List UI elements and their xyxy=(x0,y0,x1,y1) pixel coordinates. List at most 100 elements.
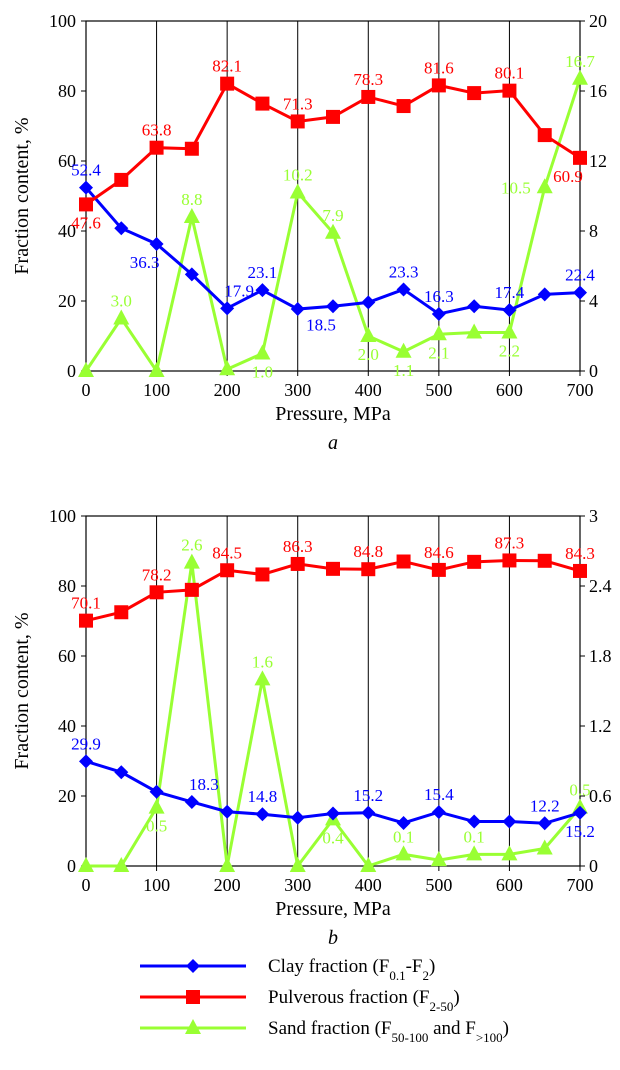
data-point-sand xyxy=(395,845,412,861)
data-label-clay: 15.2 xyxy=(565,822,595,841)
legend-item-clay: Clay fraction (F0.1-F2) xyxy=(140,956,435,983)
data-label-pulverous: 81.6 xyxy=(424,58,454,77)
data-point-sand xyxy=(289,183,306,199)
data-label-clay: 36.3 xyxy=(130,253,160,272)
data-point-clay xyxy=(290,302,305,317)
data-label-clay: 29.9 xyxy=(71,734,101,753)
data-point-sand xyxy=(254,670,271,686)
legend-text-part: Pulverous fraction (F xyxy=(268,987,429,1008)
data-label-sand: 7.9 xyxy=(322,206,343,225)
data-point-pulverous xyxy=(290,556,305,571)
data-label-pulverous: 71.3 xyxy=(283,94,313,113)
data-label-pulverous: 47.6 xyxy=(71,213,101,232)
data-point-clay xyxy=(502,814,517,829)
legend-item-sand: Sand fraction (F50-100 and F>100) xyxy=(140,1018,509,1045)
legend-label-pulverous: Pulverous fraction (F2-50) xyxy=(268,987,460,1014)
data-label-clay: 23.3 xyxy=(389,262,419,281)
legend-text-part: ) xyxy=(503,1018,509,1039)
data-label-sand: 0.1 xyxy=(464,827,485,846)
data-point-sand xyxy=(113,857,130,872)
y-tick-label: 60 xyxy=(58,151,76,171)
panel-label: a xyxy=(328,432,338,454)
data-point-sand xyxy=(360,857,377,872)
x-tick-label: 300 xyxy=(284,380,311,400)
data-label-sand: 0.1 xyxy=(393,827,414,846)
y-tick-label: 20 xyxy=(58,291,76,311)
y-axis-title: Fraction content, % xyxy=(11,612,33,769)
data-point-sand xyxy=(113,309,130,325)
data-point-pulverous xyxy=(537,128,552,143)
y-tick-label: 0 xyxy=(67,361,76,381)
x-tick-label: 0 xyxy=(82,875,91,895)
data-point-clay xyxy=(431,805,446,820)
y2-tick-label: 4 xyxy=(589,291,598,311)
data-label-clay: 23.1 xyxy=(248,263,278,282)
data-point-sand xyxy=(501,323,518,339)
y2-tick-label: 12 xyxy=(589,151,607,171)
legend-text-part: Sand fraction (F xyxy=(268,1018,391,1039)
legend-subscript: >100 xyxy=(476,1030,503,1045)
data-point-sand xyxy=(325,223,341,239)
data-point-pulverous xyxy=(502,83,517,98)
data-point-clay xyxy=(396,815,411,830)
legend-subscript: 50-100 xyxy=(391,1030,428,1045)
data-point-sand xyxy=(148,362,165,377)
data-point-clay xyxy=(467,814,482,829)
data-label-clay: 18.3 xyxy=(189,775,219,794)
y2-tick-label: 2.4 xyxy=(589,576,612,596)
x-axis-title: Pressure, MPa xyxy=(275,898,391,920)
data-point-sand xyxy=(78,362,94,377)
x-tick-label: 200 xyxy=(214,380,241,400)
x-tick-label: 400 xyxy=(355,875,382,895)
data-label-clay: 14.8 xyxy=(248,787,278,806)
x-tick-label: 500 xyxy=(425,380,452,400)
data-point-sand xyxy=(183,553,200,569)
data-label-pulverous: 86.3 xyxy=(283,537,313,556)
plot-frame xyxy=(85,515,581,867)
data-point-clay xyxy=(220,301,235,316)
data-point-pulverous xyxy=(326,561,340,576)
data-label-sand: 1.6 xyxy=(252,652,273,671)
data-point-pulverous xyxy=(220,76,235,91)
x-tick-label: 0 xyxy=(82,380,91,400)
panel-label: b xyxy=(328,927,338,949)
data-point-clay xyxy=(79,754,93,769)
data-point-clay xyxy=(220,804,235,819)
data-point-pulverous xyxy=(79,197,93,212)
legend: Clay fraction (F0.1-F2) Pulverous fractio… xyxy=(140,956,509,1045)
plot-frame xyxy=(85,20,581,372)
data-point-clay xyxy=(467,299,482,314)
data-point-sand xyxy=(466,323,483,339)
data-label-sand: 2.0 xyxy=(358,345,379,364)
data-point-sand xyxy=(395,342,412,358)
data-point-clay xyxy=(114,765,129,780)
x-tick-label: 600 xyxy=(496,875,523,895)
data-point-sand xyxy=(536,839,553,855)
x-tick-label: 700 xyxy=(567,875,594,895)
x-tick-label: 500 xyxy=(425,875,452,895)
data-point-pulverous xyxy=(396,99,411,114)
data-label-clay: 17.9 xyxy=(224,281,254,300)
y2-tick-label: 16 xyxy=(589,81,607,101)
legend-label-clay: Clay fraction (F0.1-F2) xyxy=(268,956,435,983)
data-label-sand: 8.8 xyxy=(181,190,202,209)
data-label-pulverous: 63.8 xyxy=(142,121,172,140)
x-tick-label: 400 xyxy=(355,380,382,400)
legend-marker-clay xyxy=(186,959,200,973)
y2-tick-label: 1.2 xyxy=(589,716,612,736)
y-tick-label: 80 xyxy=(58,576,76,596)
legend-text-part: ) xyxy=(429,956,435,977)
data-label-pulverous: 78.3 xyxy=(353,70,383,89)
y-tick-label: 20 xyxy=(58,786,76,806)
data-point-clay xyxy=(396,282,411,297)
y2-tick-label: 0 xyxy=(589,856,598,876)
x-tick-label: 100 xyxy=(143,380,170,400)
x-tick-label: 600 xyxy=(496,380,523,400)
data-label-clay: 12.2 xyxy=(530,796,560,815)
y2-tick-label: 0 xyxy=(589,361,598,381)
data-label-pulverous: 60.9 xyxy=(553,167,583,186)
y2-tick-label: 8 xyxy=(589,221,598,241)
data-label-sand: 0.5 xyxy=(146,817,167,836)
data-point-clay xyxy=(573,805,587,820)
